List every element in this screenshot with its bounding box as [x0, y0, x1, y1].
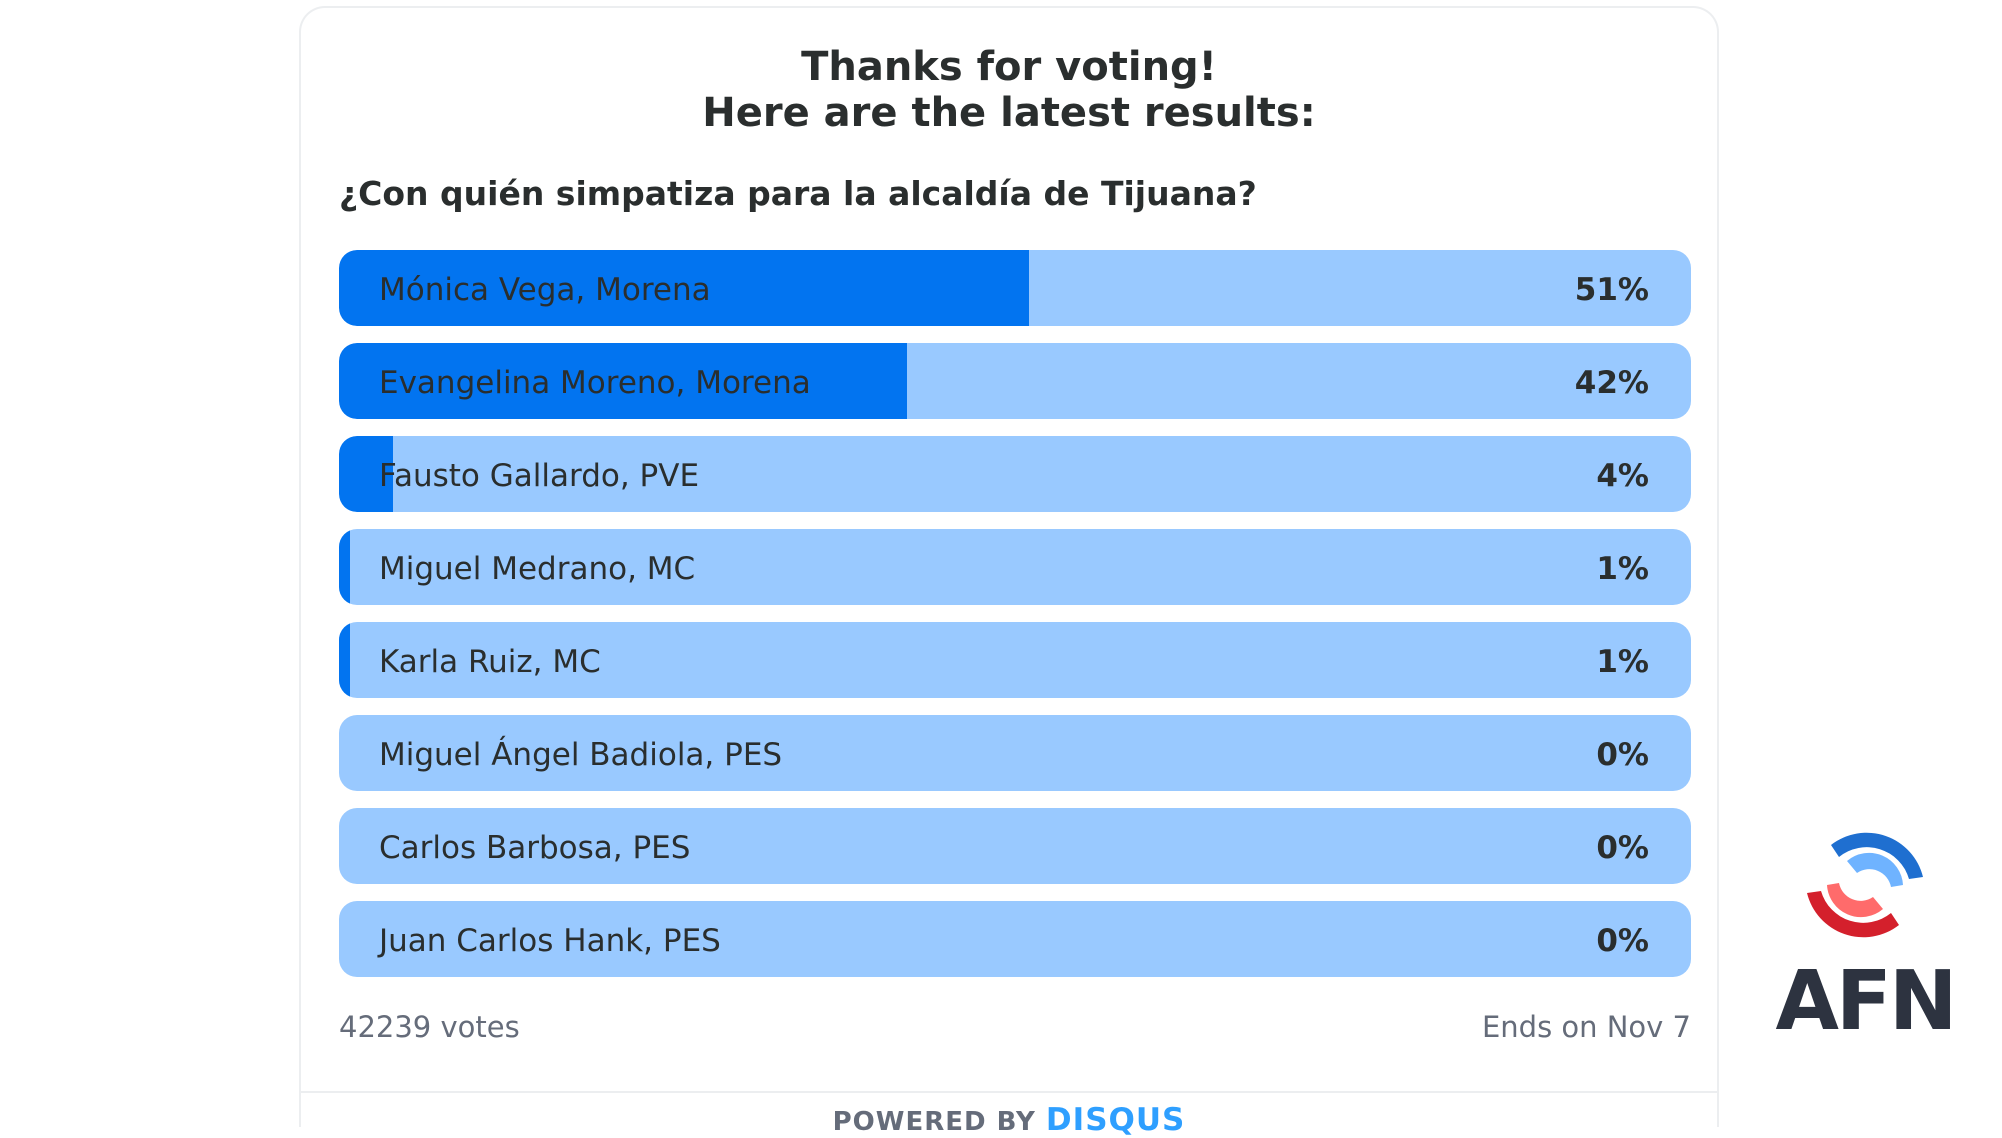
poll-option-label: Miguel Ángel Badiola, PES — [379, 737, 783, 773]
poll-option-percent: 42% — [1574, 365, 1649, 401]
poll-option-percent: 0% — [1596, 923, 1649, 959]
poll-option-percent: 0% — [1596, 830, 1649, 866]
disqus-brand: DISQUS — [1045, 1102, 1186, 1138]
poll-option[interactable]: Miguel Ángel Badiola, PES 0% — [339, 715, 1691, 791]
poll-option[interactable]: Miguel Medrano, MC 1% — [339, 529, 1691, 605]
poll-option-result-bar — [339, 343, 907, 419]
poll-option-percent: 4% — [1596, 458, 1649, 494]
afn-swirl-icon — [1807, 827, 1923, 943]
poll-option-label: Karla Ruiz, MC — [379, 644, 601, 680]
poll-end-date: Ends on Nov 7 — [1481, 1010, 1691, 1044]
poll-option-percent: 51% — [1574, 272, 1649, 308]
poll-option-percent: 1% — [1596, 551, 1649, 587]
powered-by-label: POWERED BY — [832, 1107, 1036, 1137]
poll-option-label: Juan Carlos Hank, PES — [379, 923, 721, 959]
poll-option-label: Carlos Barbosa, PES — [379, 830, 691, 866]
poll-option[interactable]: Juan Carlos Hank, PES 0% — [339, 901, 1691, 977]
vote-count: 42239 votes — [339, 1010, 520, 1044]
poll-option-label: Miguel Medrano, MC — [379, 551, 696, 587]
poll-option-percent: 1% — [1596, 644, 1649, 680]
poll-options-list: Mónica Vega, Morena 51% Evangelina Moreno,… — [339, 250, 1691, 994]
poll-option-label: Evangelina Moreno, Morena — [379, 365, 811, 401]
poll-title: Thanks for voting! Here are the latest r… — [301, 44, 1717, 136]
poll-option[interactable]: Karla Ruiz, MC 1% — [339, 622, 1691, 698]
poll-option-label: Fausto Gallardo, PVE — [379, 458, 700, 494]
poll-option-result-bar — [339, 622, 350, 698]
poll-option-result-bar — [339, 436, 394, 512]
poll-card: Thanks for voting! Here are the latest r… — [299, 6, 1719, 1138]
poll-option[interactable]: Mónica Vega, Morena 51% — [339, 250, 1691, 326]
poll-option[interactable]: Fausto Gallardo, PVE 4% — [339, 436, 1691, 512]
poll-option[interactable]: Evangelina Moreno, Morena 42% — [339, 343, 1691, 419]
afn-logo: AFN — [1775, 815, 1958, 1055]
poll-option-percent: 0% — [1596, 737, 1649, 773]
poll-option-result-bar — [339, 250, 1029, 326]
poll-option[interactable]: Carlos Barbosa, PES 0% — [339, 808, 1691, 884]
afn-logo-text: AFN — [1775, 954, 1957, 1049]
poll-question: ¿Con quién simpatiza para la alcaldía de… — [339, 174, 1257, 213]
poll-title-line2: Here are the latest results: — [702, 90, 1316, 136]
footer-divider — [301, 1091, 1717, 1093]
poll-option-result-bar — [339, 529, 350, 605]
poll-option-label: Mónica Vega, Morena — [379, 272, 711, 308]
poll-title-line1: Thanks for voting! — [801, 44, 1217, 90]
powered-by-disqus-link[interactable]: POWERED BY DISQUS — [301, 1102, 1717, 1138]
